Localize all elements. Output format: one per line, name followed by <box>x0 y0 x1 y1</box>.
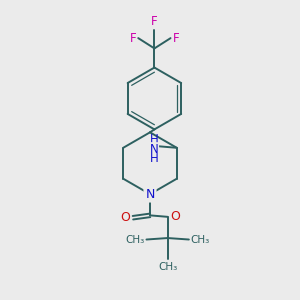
Text: F: F <box>130 32 136 45</box>
Text: N: N <box>150 143 158 156</box>
Text: F: F <box>151 15 158 28</box>
Text: F: F <box>172 32 179 45</box>
Text: N: N <box>145 188 155 201</box>
Text: CH₃: CH₃ <box>158 262 177 272</box>
Text: CH₃: CH₃ <box>125 235 145 244</box>
Text: H: H <box>150 133 158 146</box>
Text: O: O <box>171 210 181 223</box>
Text: H: H <box>150 152 158 165</box>
Text: O: O <box>120 211 130 224</box>
Text: CH₃: CH₃ <box>190 235 210 244</box>
